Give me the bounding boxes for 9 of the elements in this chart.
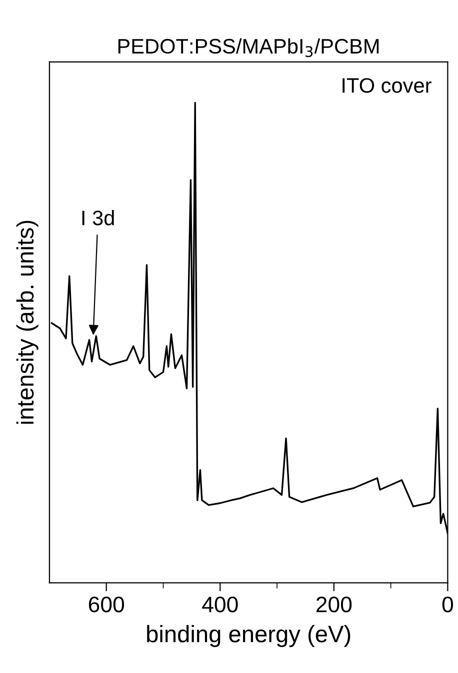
- chart-title: PEDOT:PSS/MAPbI$_{3}$/PCBM: [118, 38, 379, 58]
- x-tick-label: 400: [202, 596, 238, 612]
- y-axis-title: intensity (arb. units): [16, 220, 38, 424]
- text: ITO cover: [342, 78, 432, 93]
- x-tick-label: 200: [316, 596, 352, 612]
- annotation: I 3d: [82, 210, 114, 226]
- x-tick-label: 600: [88, 596, 124, 612]
- x-tick-label: 0: [442, 596, 454, 612]
- x-axis-title: binding energy (eV): [147, 625, 350, 648]
